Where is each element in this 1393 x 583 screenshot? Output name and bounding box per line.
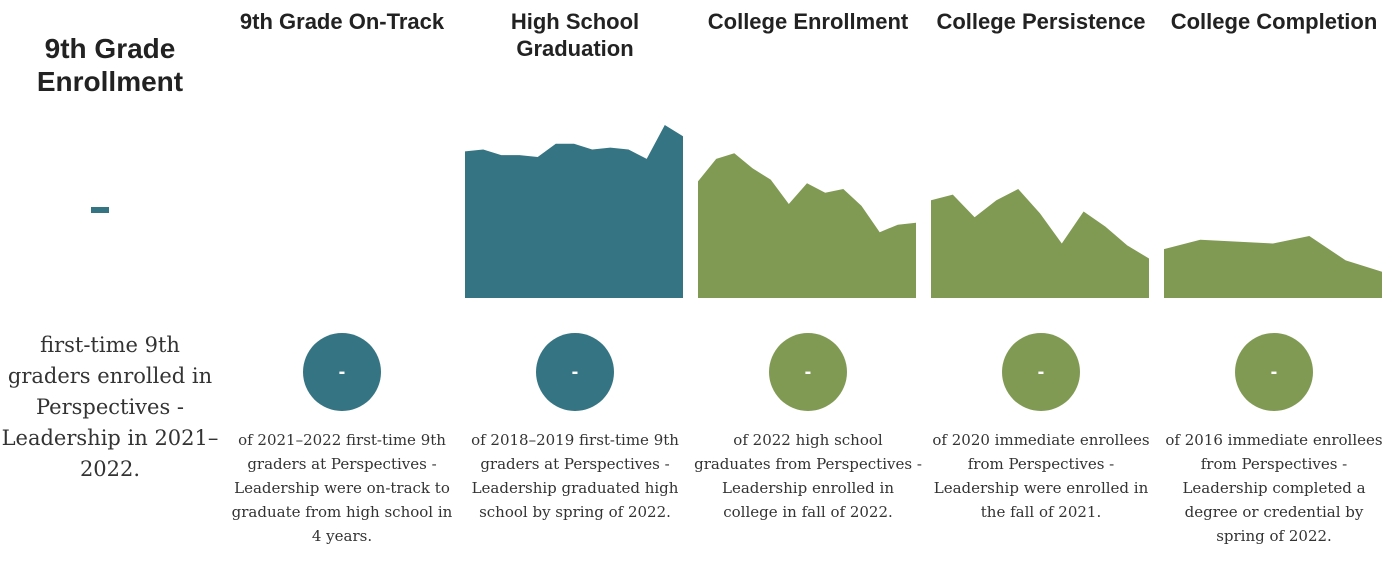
area-series — [931, 189, 1149, 298]
stage-value-circle-graduation: - — [536, 333, 614, 411]
stage-description-on-track: of 2021–2022 first-time 9th graders at P… — [231, 431, 453, 545]
stage-title-enrollment: College Enrollment — [707, 9, 909, 34]
enrollment-title: 9th Grade Enrollment — [36, 33, 184, 97]
area-series — [698, 153, 916, 298]
stage-description-enrollment: of 2022 high school graduates from Persp… — [694, 431, 922, 521]
stage-column-on-track: 9th Grade On-Track - of 2021–2022 first-… — [232, 0, 453, 583]
stage-value-circle-enrollment: - — [769, 333, 847, 411]
stage-title-persistence: College Persistence — [936, 9, 1146, 34]
stage-column-completion: College Completion - of 2016 immediate e… — [1164, 0, 1384, 583]
area-chart-enrollment — [698, 153, 916, 298]
stage-value-circle-completion: - — [1235, 333, 1313, 411]
stage-title-graduation: High School Graduation — [510, 9, 640, 61]
stage-column-persistence: College Persistence - of 2020 immediate … — [931, 0, 1151, 583]
stage-description-graduation: of 2018–2019 first-time 9th graders at P… — [471, 431, 679, 521]
stage-title-completion: College Completion — [1170, 9, 1378, 34]
area-chart-on-track — [232, 110, 452, 300]
area-chart-completion — [1164, 236, 1382, 298]
area-series — [1164, 236, 1382, 298]
stage-column-enrollment: College Enrollment - of 2022 high school… — [694, 0, 922, 583]
enrollment-value-dash — [91, 207, 109, 213]
area-series — [465, 125, 683, 298]
enrollment-column: 9th Grade Enrollment first-time 9th grad… — [0, 0, 220, 583]
stage-description-persistence: of 2020 immediate enrollees from Perspec… — [932, 431, 1150, 521]
area-chart-persistence — [931, 189, 1149, 298]
stage-title-on-track: 9th Grade On-Track — [239, 9, 445, 34]
stage-column-graduation: High School Graduation - of 2018–2019 fi… — [465, 0, 685, 583]
stage-value-circle-persistence: - — [1002, 333, 1080, 411]
enrollment-description: first-time 9th graders enrolled in Persp… — [1, 333, 219, 481]
area-chart-graduation — [465, 125, 683, 298]
stage-value-circle-on-track: - — [303, 333, 381, 411]
stage-description-completion: of 2016 immediate enrollees from Perspec… — [1165, 431, 1383, 545]
